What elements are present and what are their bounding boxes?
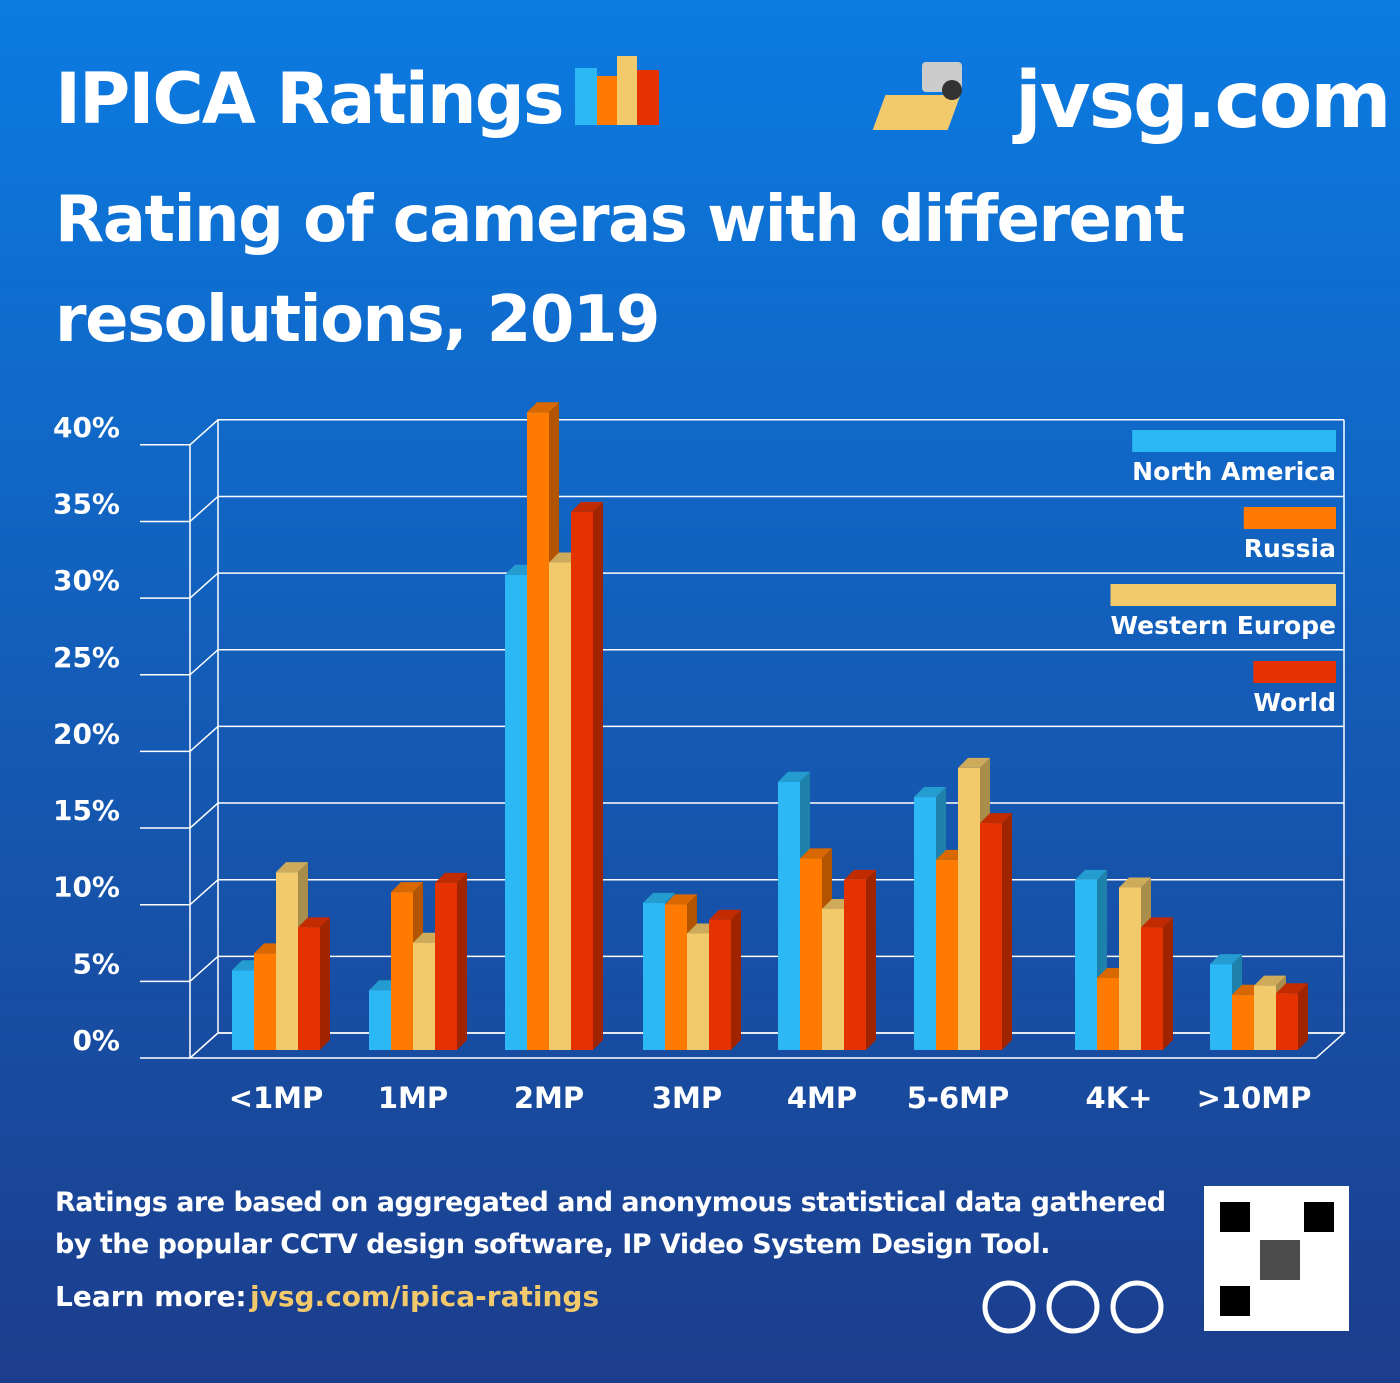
grid-line: [189, 802, 1344, 829]
logo: [575, 56, 659, 125]
x-tick-label: 4MP: [787, 1081, 857, 1115]
brand: IPICA Ratings: [55, 58, 565, 140]
x-tick-label: 1MP: [378, 1081, 448, 1115]
legend-label: North America: [1132, 457, 1336, 486]
footnote: Ratings are based on aggregated and anon…: [55, 1187, 1166, 1260]
legend-label: World: [1253, 688, 1336, 717]
bar: [298, 917, 330, 1050]
site: jvsg.com: [1015, 56, 1392, 146]
y-tick-label: 15%: [53, 794, 120, 827]
grid-line: [189, 572, 1344, 599]
license-icons: [982, 1280, 1164, 1334]
bar: [844, 869, 876, 1050]
x-tick-label: 4K+: [1086, 1081, 1153, 1115]
bar: [980, 813, 1012, 1050]
bar: [1141, 917, 1173, 1050]
camera-icon: [872, 62, 962, 130]
y-tick-label: 5%: [72, 947, 120, 980]
legend-label: Western Europe: [1111, 611, 1337, 640]
grid-line: [189, 495, 1344, 523]
x-tick-label: 5-6MP: [907, 1081, 1010, 1115]
y-tick-label: 10%: [53, 871, 120, 904]
grid-line: [189, 725, 1344, 752]
link: jvsg.com/ipica-ratings: [250, 1280, 600, 1313]
legend-swatch: [1132, 430, 1336, 452]
legend-label: Russia: [1244, 534, 1336, 563]
learn-label: Learn more:: [55, 1280, 247, 1313]
y-tick-label: 40%: [53, 411, 120, 444]
legend-swatch: [1253, 661, 1336, 683]
y-tick-label: 30%: [53, 564, 120, 597]
legend-swatch: [1243, 507, 1336, 529]
y-tick-label: 0%: [72, 1024, 120, 1057]
grid-line: [189, 419, 1344, 446]
grid-line: [189, 649, 1344, 676]
bar: [1276, 983, 1308, 1050]
bar: [571, 501, 603, 1050]
bar: [709, 909, 741, 1050]
legend-swatch: [1110, 584, 1336, 606]
grid-line: [189, 878, 1344, 906]
x-tick-label: 3MP: [652, 1081, 722, 1115]
x-tick-label: >10MP: [1197, 1081, 1312, 1115]
x-tick-label: <1MP: [229, 1081, 324, 1115]
y-tick-label: 35%: [53, 487, 120, 520]
qr-code: [1204, 1186, 1349, 1331]
x-tick-label: 2MP: [514, 1081, 584, 1115]
y-tick-label: 25%: [53, 641, 120, 674]
chart-title: Rating of cameras with different resolut…: [55, 183, 1185, 357]
bar: [435, 872, 467, 1050]
y-tick-label: 20%: [53, 717, 120, 750]
